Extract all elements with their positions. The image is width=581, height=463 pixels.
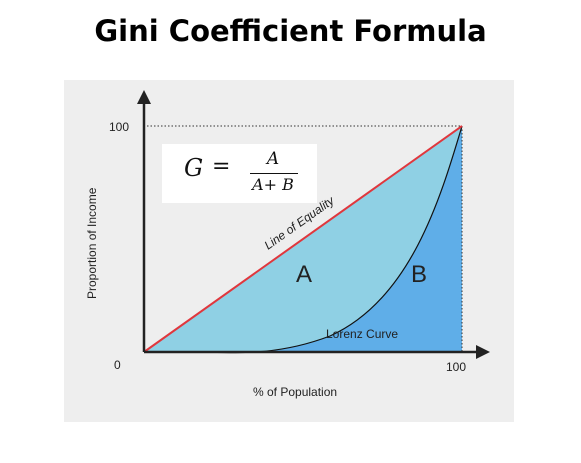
region-b-label: B — [411, 261, 427, 288]
line-of-equality — [143, 125, 463, 353]
y-max-tick-label: 100 — [109, 120, 129, 134]
formula-equals: = — [212, 154, 231, 179]
x-axis-arrow-icon — [476, 345, 490, 359]
region-a-label: A — [296, 261, 312, 288]
formula-numerator: A — [266, 149, 280, 169]
formula-fraction-bar — [250, 173, 298, 174]
formula-denominator: A+ B — [252, 175, 294, 194]
formula-lhs: G — [184, 154, 204, 182]
y-axis-arrow-icon — [137, 90, 151, 104]
diagram-title: Gini Coefficient Formula — [94, 14, 487, 48]
origin-tick-label: 0 — [114, 358, 121, 372]
x-max-tick-label: 100 — [446, 360, 466, 374]
x-axis-label: % of Population — [253, 385, 337, 399]
y-axis-label: Proportion of Income — [85, 187, 99, 299]
region-b — [206, 126, 462, 353]
lorenz-curve-label: Lorenz Curve — [326, 327, 398, 341]
formula-box: G = A A+ B — [162, 144, 317, 203]
